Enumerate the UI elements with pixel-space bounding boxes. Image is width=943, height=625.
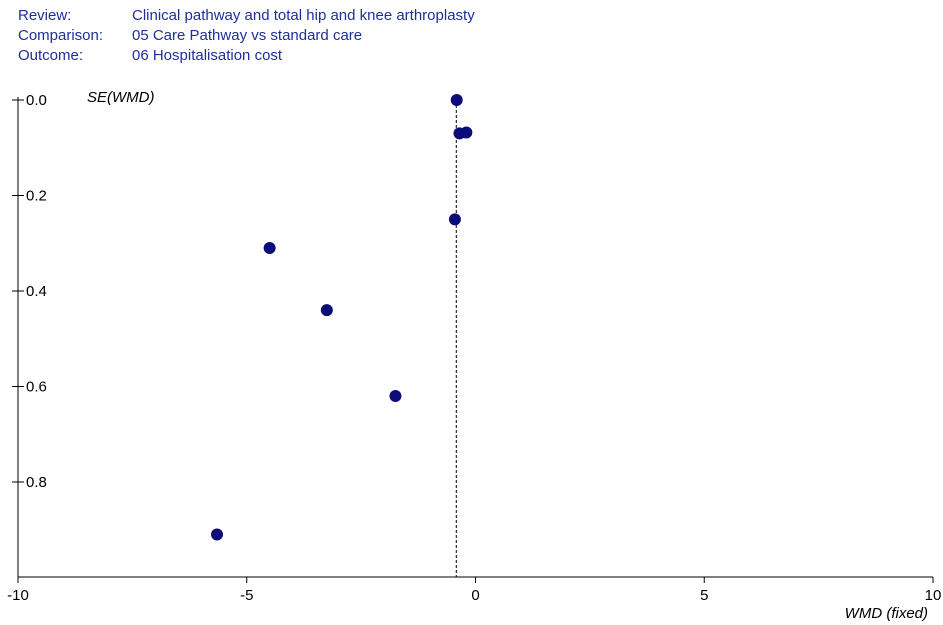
outcome-row: Outcome: 06 Hospitalisation cost bbox=[18, 46, 475, 66]
review-row: Review: Clinical pathway and total hip a… bbox=[18, 6, 475, 26]
study-point bbox=[211, 528, 224, 541]
x-tick-label: -10 bbox=[7, 587, 29, 604]
outcome-value: 06 Hospitalisation cost bbox=[132, 47, 283, 64]
comparison-key: Comparison: bbox=[18, 27, 104, 44]
x-axis-title: WMD (fixed) bbox=[845, 605, 928, 622]
review-key: Review: bbox=[18, 7, 72, 24]
x-ticks: -10 -5 0 5 10 bbox=[7, 577, 941, 604]
y-tick-label: 0.2 bbox=[26, 188, 47, 205]
review-value: Clinical pathway and total hip and knee … bbox=[132, 7, 475, 24]
study-point bbox=[448, 213, 461, 226]
x-tick-label: -5 bbox=[240, 587, 253, 604]
study-point bbox=[320, 304, 333, 317]
outcome-key: Outcome: bbox=[18, 47, 84, 64]
comparison-value: 05 Care Pathway vs standard care bbox=[132, 27, 363, 44]
comparison-row: Comparison: 05 Care Pathway vs standard … bbox=[18, 26, 475, 46]
x-tick-label: 5 bbox=[700, 587, 708, 604]
x-tick-label: 10 bbox=[925, 587, 942, 604]
review-header: Review: Clinical pathway and total hip a… bbox=[18, 6, 475, 66]
data-points bbox=[211, 94, 473, 541]
y-tick-label: 0.8 bbox=[26, 474, 47, 491]
y-ticks: 0.0 0.2 0.4 0.6 0.8 bbox=[12, 92, 47, 491]
study-point bbox=[460, 126, 473, 139]
y-tick-label: 0.0 bbox=[26, 92, 47, 109]
study-point bbox=[263, 242, 276, 255]
study-point bbox=[389, 390, 402, 403]
x-tick-label: 0 bbox=[471, 587, 479, 604]
y-tick-label: 0.6 bbox=[26, 379, 47, 396]
y-axis-title: SE(WMD) bbox=[87, 89, 155, 106]
study-point bbox=[450, 94, 463, 106]
y-tick-label: 0.4 bbox=[26, 283, 47, 300]
